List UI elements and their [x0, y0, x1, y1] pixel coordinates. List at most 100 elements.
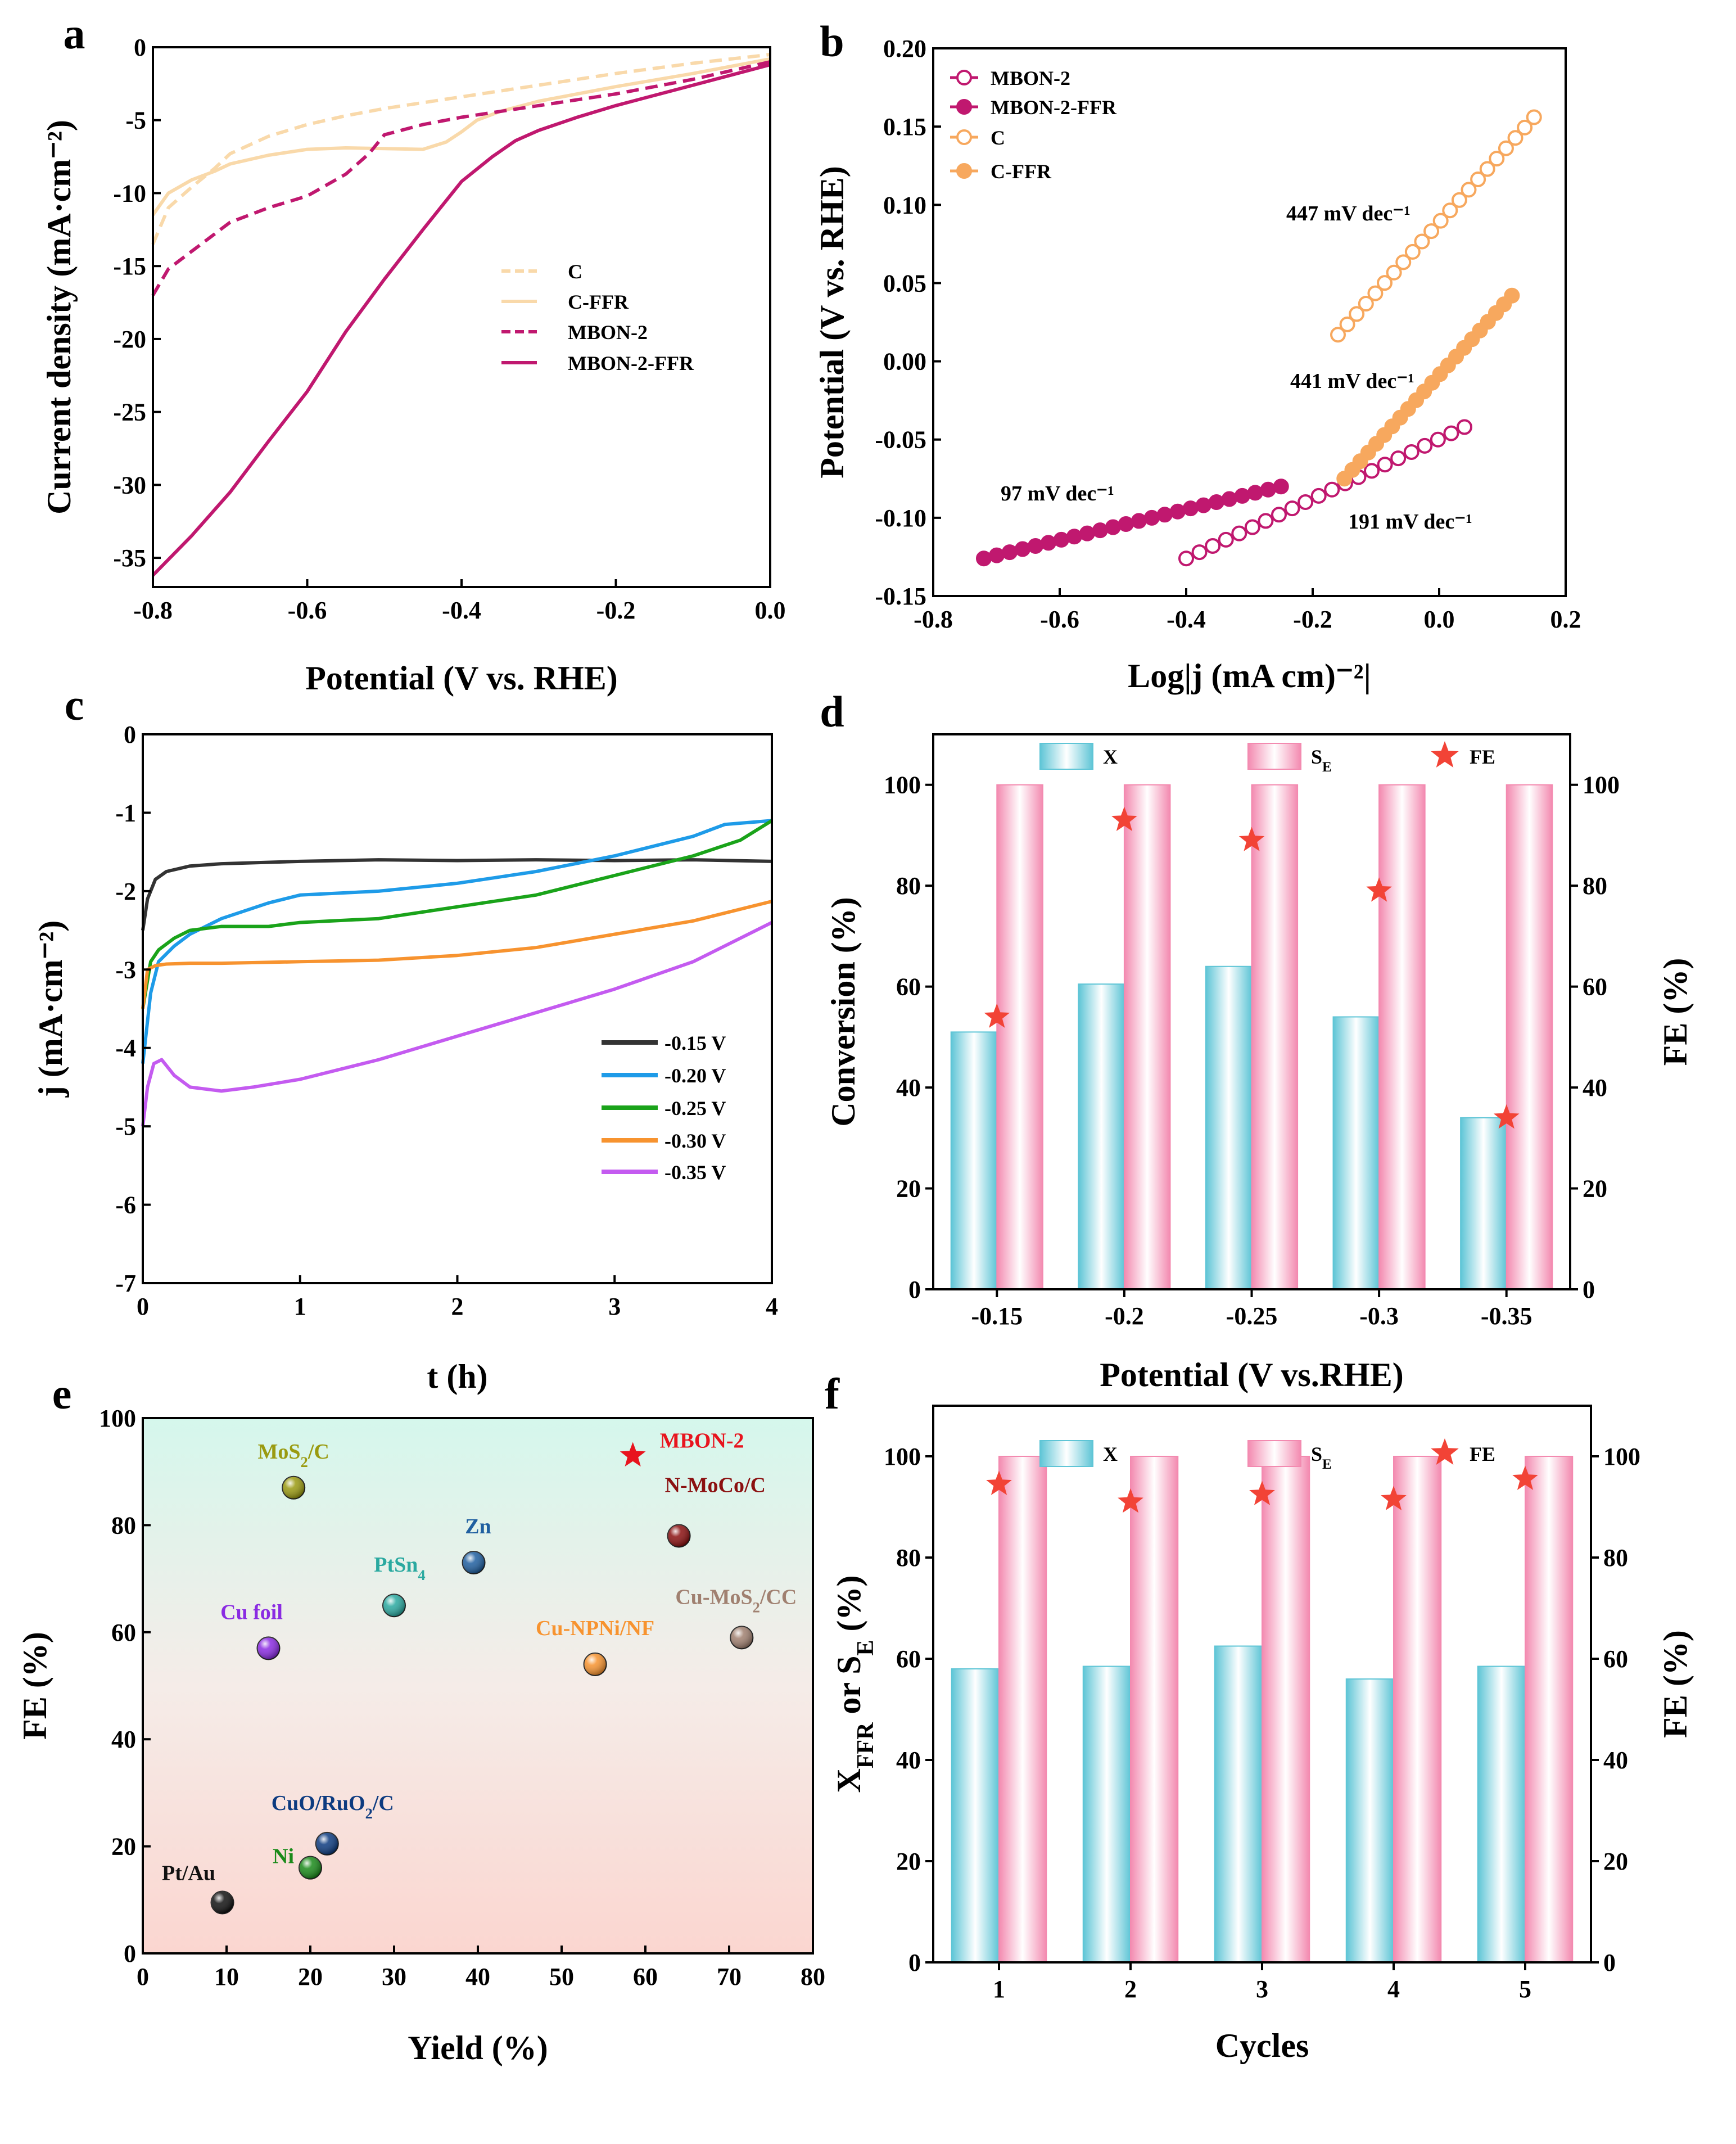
point-C: [1386, 264, 1402, 281]
legend-label: MBON-2-FFR: [991, 96, 1117, 119]
y-tick-label: -30: [113, 471, 146, 499]
point-shade: [299, 1856, 322, 1879]
panel-d-frame: [932, 733, 1571, 1290]
point-label: Zn: [465, 1515, 491, 1538]
point-MBON-2: [1244, 519, 1260, 535]
y-tick-label: -3: [115, 956, 136, 983]
bar-SE: [1123, 784, 1171, 1290]
point-C: [1479, 161, 1495, 177]
point-MBON-2-FFR: [1143, 509, 1160, 526]
point-MBON-2-FFR: [1092, 522, 1108, 539]
legend-label: C: [991, 127, 1005, 149]
y-tick-label: -25: [113, 399, 146, 426]
point-MBON-2: [1310, 488, 1327, 504]
bar-SE: [998, 1456, 1047, 1963]
bar-X: [1332, 1016, 1380, 1290]
panel-f-frame: [932, 1405, 1592, 1964]
y-tick-label: -35: [113, 544, 146, 572]
legend-label: MBON-2-FFR: [568, 352, 694, 374]
label-main: Pt/Au: [162, 1862, 215, 1885]
point-C: [1339, 316, 1355, 332]
fe-star: [1238, 827, 1265, 851]
panel-a: -0.8 -0.6 -0.4 -0.2 0.0 0 -5 -10 -15 -20 -25 -30 -35…: [40, 34, 786, 697]
legend-marker-MBON-2-FFR: [956, 99, 972, 115]
point-MBON-2-FFR: [1182, 500, 1199, 517]
label-sub: 2: [753, 1599, 760, 1615]
panel-label-a: a: [64, 9, 85, 58]
point-MBON-2: [1271, 507, 1287, 523]
point-C: [1507, 130, 1523, 146]
y2-tick-label: 100: [1583, 771, 1620, 799]
fe-star: [1249, 1481, 1275, 1505]
y2-tick-label: 80: [1603, 1544, 1628, 1572]
bar-SE: [1262, 1456, 1310, 1963]
point-MBON-2-FFR: [1273, 479, 1289, 495]
point-MBON-2-FFR: [1079, 525, 1095, 541]
y-tick-label: 40: [896, 1746, 921, 1774]
x-tick-label: 0.2: [1550, 606, 1581, 633]
point-MBON-2: [1417, 437, 1433, 454]
point-C-FFR: [1504, 287, 1520, 304]
legend-marker-C-FFR: [956, 163, 972, 179]
label-main: N-MoCo/C: [665, 1473, 766, 1497]
y2-tick-label: 60: [1583, 973, 1607, 1001]
x-axis-title: t (h): [427, 1358, 487, 1395]
x-tick-label: -0.15: [971, 1302, 1023, 1330]
x-tick-label: 0.0: [1424, 606, 1455, 633]
label-main: PtSn: [374, 1553, 418, 1577]
point-MBON-2-FFR: [1014, 541, 1030, 557]
point-MBON-2: [1218, 531, 1234, 548]
legend-label: -0.35 V: [664, 1161, 726, 1184]
bar-SE: [1130, 1456, 1179, 1963]
x-tick-label: 1: [993, 1975, 1005, 2003]
series--0.25 V: [141, 819, 773, 1009]
y-tick-label: -5: [125, 107, 146, 134]
x-tick-label: -0.2: [1293, 606, 1332, 633]
y-tick-label: 100: [99, 1405, 136, 1432]
y-tick-label: 0.20: [883, 35, 926, 62]
point-C: [1442, 202, 1458, 219]
y-tick-label: 100: [884, 771, 921, 799]
series--0.30 V: [141, 900, 772, 1009]
legend-label: FE: [1470, 746, 1495, 768]
y-tick-label: -4: [115, 1035, 136, 1062]
label-after: /C: [372, 1791, 394, 1815]
legend-label: -0.15 V: [664, 1032, 726, 1054]
y-tick-label: -0.05: [875, 426, 926, 454]
legend-label: -0.30 V: [664, 1130, 726, 1152]
legend-label: MBON-2: [568, 321, 648, 344]
point-MBON-2: [1430, 431, 1446, 448]
y2-tick-label: 40: [1583, 1074, 1607, 1102]
x-tick-label: -0.4: [442, 597, 481, 624]
point-MBON-2: [1231, 525, 1247, 541]
fe-star: [986, 1470, 1012, 1495]
y-tick-label: -1: [115, 799, 136, 827]
label-main: Cu foil: [220, 1600, 283, 1624]
y-tick-label: 0.15: [883, 113, 926, 141]
y-tick-label: 0: [124, 721, 136, 748]
y-tick-label: -6: [115, 1191, 136, 1219]
point-C: [1395, 254, 1412, 270]
bar-X: [1477, 1665, 1526, 1963]
panel-c-frame: [142, 733, 773, 1284]
x-tick-label: 2: [451, 1293, 464, 1320]
x-tick-label: -0.4: [1167, 606, 1206, 633]
x-tick-label: 2: [1124, 1975, 1137, 2003]
x-tick-label: 40: [465, 1963, 490, 1990]
point-shade: [257, 1637, 280, 1660]
y-axis-title: j (mA·cm⁻²): [32, 920, 69, 1098]
x-tick-label: 4: [766, 1293, 778, 1320]
point-MBON-2: [1191, 544, 1208, 561]
y-tick-label: 20: [896, 1175, 921, 1203]
fe-star: [1111, 806, 1137, 831]
point-MBON-2-FFR: [1053, 531, 1069, 548]
legend-label: X: [1103, 1443, 1118, 1465]
label-sub: 2: [301, 1454, 308, 1470]
panel-a-frame: [152, 46, 771, 588]
y-tick-label: 80: [896, 1544, 921, 1572]
series-C: [151, 53, 771, 245]
y-tick-label: 80: [896, 872, 921, 900]
y-title-sub: FFR: [853, 1722, 879, 1768]
x-axis-title: Cycles: [1215, 2027, 1309, 2064]
